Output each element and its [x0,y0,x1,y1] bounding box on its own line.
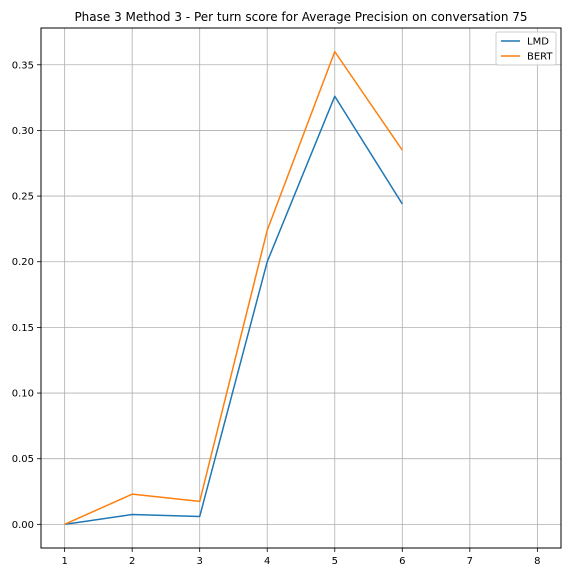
x-tick-label: 7 [467,556,473,567]
y-tick-label: 0.15 [12,323,34,334]
y-tick-label: 0.10 [12,389,34,400]
x-tick-label: 6 [399,556,405,567]
x-tick-label: 3 [197,556,203,567]
y-tick-label: 0.25 [12,192,34,203]
y-tick-label: 0.05 [12,454,34,465]
legend-label-bert: BERT [527,52,553,63]
plot-frame [40,27,562,549]
y-tick-label: 0.20 [12,257,34,268]
y-tick-label: 0.30 [12,126,34,137]
x-axis: 1 2 3 4 5 6 7 8 [61,548,541,567]
x-tick-label: 5 [332,556,338,567]
x-tick-label: 2 [129,556,135,567]
grid-lines [41,28,561,548]
series-line-lmd [64,95,403,526]
series-layer [64,50,403,526]
x-tick-label: 4 [264,556,270,567]
legend-label-lmd: LMD [527,37,549,48]
x-tick-label: 8 [534,556,540,567]
legend: LMD BERT [495,31,557,66]
y-axis: 0.00 0.05 0.10 0.15 0.20 0.25 0.30 0.35 [12,60,41,531]
y-tick-label: 0.00 [12,520,34,531]
series-line-bert [64,50,403,526]
x-tick-label: 1 [61,556,67,567]
chart-title: Phase 3 Method 3 - Per turn score for Av… [74,10,527,24]
y-tick-label: 0.35 [12,60,34,71]
